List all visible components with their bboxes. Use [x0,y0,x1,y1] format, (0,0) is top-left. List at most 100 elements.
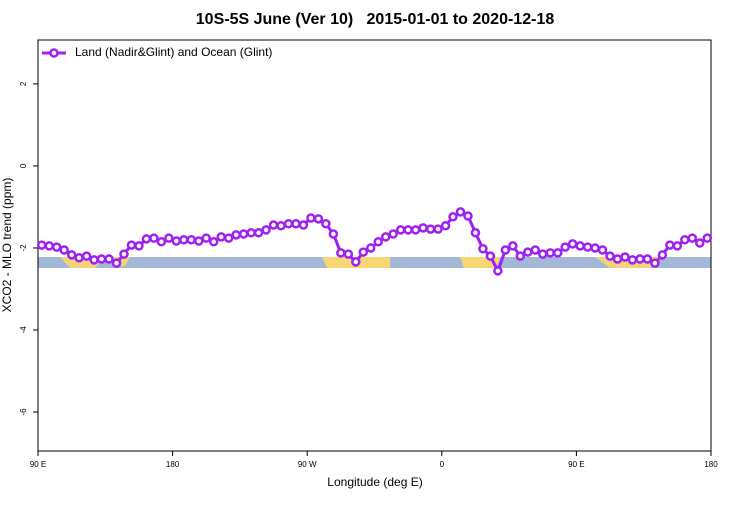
data-point [74,253,84,263]
data-point [425,224,436,234]
data-point [298,220,309,230]
data-point [194,236,204,246]
data-point [582,242,593,252]
data-point [231,230,241,240]
data-point [455,207,466,217]
data-point [612,254,623,264]
data-point [695,238,705,248]
data-point [66,250,77,260]
data-point [403,225,413,235]
data-point [149,233,159,243]
data-point [530,245,541,255]
data-point [216,232,226,242]
data-point [336,248,346,258]
data-point [313,214,324,224]
data-point [253,228,264,238]
data-point [89,255,99,265]
data-point [238,229,249,239]
chart-title: 10S-5S June (Ver 10) 2015-01-01 to 2020-… [196,11,555,28]
data-point [545,248,555,258]
data-point [59,245,69,255]
data-point [380,232,391,242]
data-point [665,240,675,250]
data-point [373,237,383,247]
data-point [418,223,428,233]
x-tick-label: 90 E [30,460,46,469]
data-point [306,213,316,223]
x-tick-label: 90 W [298,460,317,469]
x-tick-label: 180 [166,460,180,469]
data-point [478,244,488,254]
data-point [463,211,473,221]
data-point [291,219,301,229]
data-point [395,225,406,235]
data-point [328,229,339,239]
data-point [283,219,294,229]
data-point [627,255,638,265]
data-point [567,239,578,249]
data-point [538,249,548,259]
data-point [44,241,54,251]
data-point [208,237,219,247]
x-tick-label: 90 E [568,460,584,469]
data-point [680,235,690,245]
data-point [366,243,376,253]
data-point [672,241,683,251]
data-point [179,235,189,245]
data-point [657,250,668,260]
y-tick-label: -6 [19,408,28,416]
data-point [590,243,600,253]
y-axis-label: XCO2 - MLO trend (ppm) [0,178,14,313]
legend-label: Land (Nadir&Glint) and Ocean (Glint) [75,45,272,59]
data-point [156,237,167,247]
data-point [358,247,369,257]
data-point [650,258,660,268]
data-point [702,233,713,243]
data-point [96,254,107,264]
data-point [119,249,129,259]
x-tick-label: 0 [440,460,445,469]
data-point [171,236,182,246]
data-point [597,245,608,255]
data-point [433,224,443,234]
data-point [104,254,114,264]
y-tick-label: 0 [19,163,28,168]
data-point [635,254,645,264]
data-point [515,251,526,261]
data-point [605,251,615,261]
data-point [552,248,563,258]
data-point [276,221,286,231]
data-point [36,240,47,250]
y-tick-label: 2 [19,81,28,86]
x-tick-label: 180 [704,460,718,469]
data-point [620,252,630,262]
data-point [134,241,144,251]
data-point [81,251,92,261]
data-point [321,219,331,229]
y-tick-label: -2 [19,244,28,252]
data-point [500,245,511,255]
data-point [440,221,451,231]
data-point [223,233,234,243]
data-point [261,225,271,235]
data-point [351,257,361,267]
data-point [388,229,398,239]
data-point [268,220,279,230]
y-tick-label: -4 [19,326,28,334]
data-point [141,234,152,244]
data-point [642,254,653,264]
data-point [523,247,533,257]
data-point [186,235,197,245]
data-point [470,228,481,238]
data-point [246,228,256,238]
data-point [575,241,585,251]
data-point [201,233,211,243]
data-point [485,251,496,261]
data-point [687,233,698,243]
x-axis-label: Longitude (deg E) [327,475,422,489]
data-point [448,212,458,222]
data-point [126,240,137,250]
data-point [410,225,421,235]
data-point [111,258,122,268]
